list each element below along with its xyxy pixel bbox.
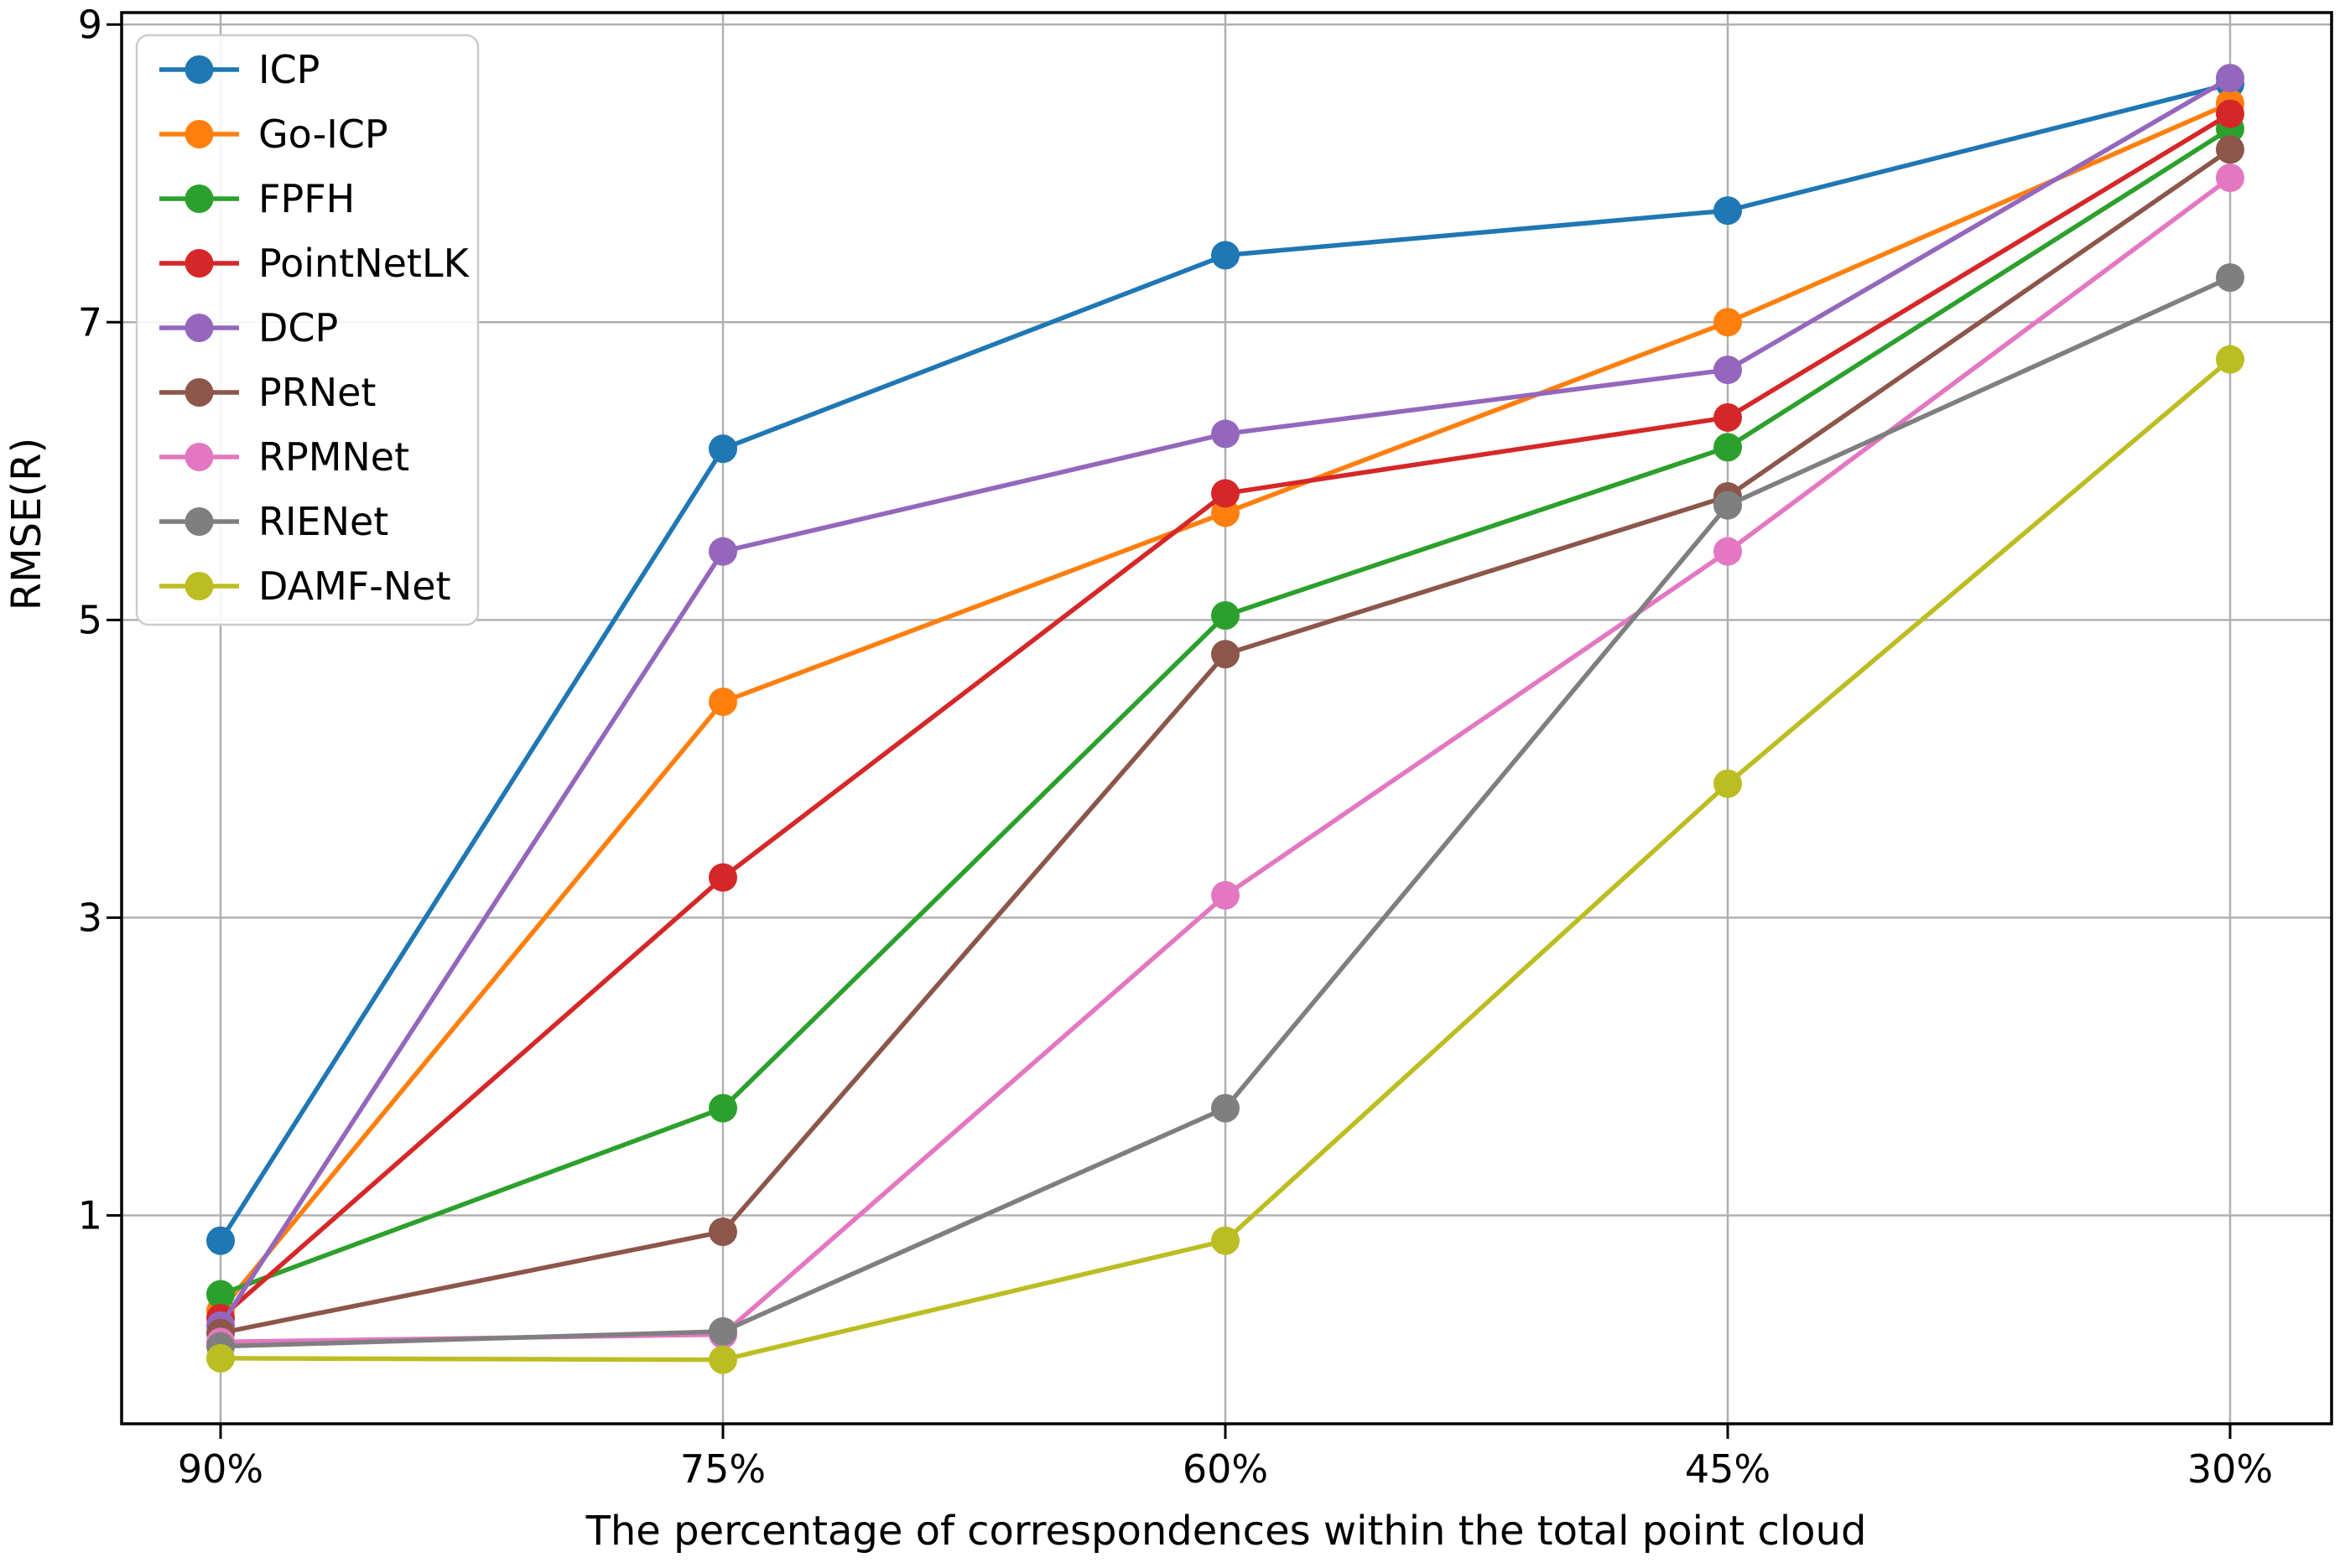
data-point-marker [206,1343,235,1373]
series-pointnetlk [206,99,2244,1332]
data-point-marker [1713,433,1742,462]
data-point-marker [2216,135,2244,164]
legend-label: PointNetLK [258,241,471,286]
legend-swatch-marker [185,55,214,84]
data-point-marker [2216,64,2244,93]
legend-label: PRNet [258,370,376,415]
data-point-marker [1713,196,1742,226]
legend-swatch-marker [185,120,214,148]
legend-swatch-marker [185,249,214,278]
legend: ICP Go-ICP FPFH PointNetLK DCP PRNet RPMNet RIE… [135,34,480,626]
legend-label: DAMF-Net [258,563,451,609]
series-damf-net [206,345,2244,1374]
data-point-marker [1713,769,1742,798]
data-point-marker [2216,164,2244,193]
x-tick-label: 75% [680,1446,766,1492]
data-point-marker [1713,491,1742,520]
x-tick-label: 90% [178,1446,263,1492]
data-point-marker [1713,537,1742,566]
legend-item-damf-net: DAMF-Net [159,563,451,609]
data-point-marker [709,1345,737,1374]
y-tick-label: 1 [78,1193,102,1238]
legend-item-icp: ICP [159,47,320,92]
legend-label: Go-ICP [258,112,388,157]
data-point-marker [1211,601,1240,631]
legend-item-fpfh: FPFH [159,176,355,221]
legend-swatch-marker [185,314,214,342]
legend-box [135,34,480,626]
legend-swatch-marker [185,378,214,407]
y-tick-label: 3 [78,895,102,940]
data-point-marker [1713,402,1742,432]
data-point-marker [1211,1226,1240,1255]
legend-label: FPFH [258,176,355,221]
data-point-marker [2216,345,2244,374]
legend-label: RIENet [258,499,388,544]
legend-label: DCP [258,305,338,350]
y-tick-label: 9 [78,2,102,47]
legend-swatch-marker [185,507,214,536]
tick-labels: 90% 75% 60% 45% 30% 1 3 5 7 9 [78,2,2273,1492]
x-tick-label: 30% [2187,1446,2273,1492]
legend-item-pointnetlk: PointNetLK [159,241,471,286]
data-point-marker [709,1217,737,1246]
data-point-marker [1713,356,1742,385]
x-axis-label: The percentage of correspondences within… [585,1508,1867,1555]
legend-item-go-icp: Go-ICP [159,112,388,157]
data-point-marker [1211,241,1240,270]
legend-swatch-marker [185,572,214,600]
x-tick-label: 60% [1183,1446,1268,1492]
data-point-marker [1211,419,1240,449]
data-point-marker [2216,263,2244,293]
legend-item-prnet: PRNet [159,370,376,415]
data-point-marker [206,1280,235,1309]
y-axis-label: RMSE(R) [3,438,50,610]
data-point-marker [709,434,737,464]
legend-item-rpmnet: RPMNet [159,434,409,480]
series-fpfh [206,114,2244,1309]
legend-swatch-marker [185,184,214,213]
data-point-marker [1211,640,1240,669]
data-point-marker [1211,880,1240,910]
series-rienet [206,263,2244,1361]
y-tick-label: 7 [78,299,102,345]
data-point-marker [2216,99,2244,128]
data-point-marker [206,1226,235,1255]
data-point-marker [1211,1093,1240,1123]
axis-ticks [107,23,2232,1439]
legend-swatch-marker [185,443,214,471]
series-icp [206,70,2244,1255]
legend-label: ICP [258,47,320,92]
legend-label: RPMNet [258,434,409,480]
data-point-marker [709,863,737,892]
data-point-marker [709,1093,737,1123]
data-point-marker [709,537,737,566]
y-tick-label: 5 [78,597,102,642]
legend-item-dcp: DCP [159,305,338,350]
data-point-marker [1211,479,1240,508]
data-series [206,64,2244,1374]
data-point-marker [709,687,737,716]
x-tick-label: 45% [1685,1446,1770,1492]
legend-item-rienet: RIENet [159,499,388,544]
data-point-marker [1713,308,1742,337]
data-point-marker [709,1316,737,1346]
